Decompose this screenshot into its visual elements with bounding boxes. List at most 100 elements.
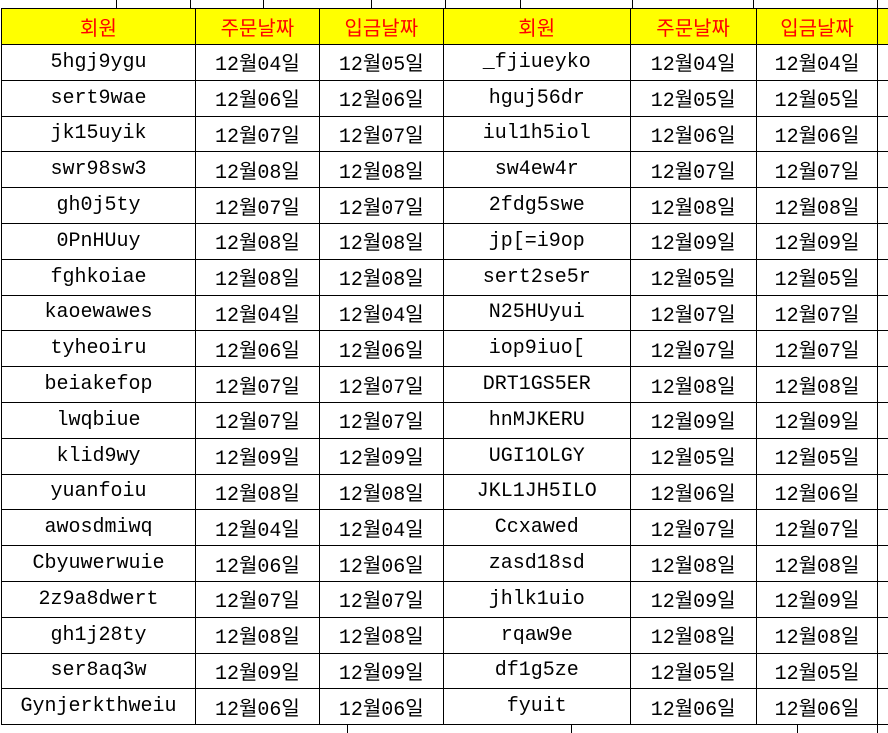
deposit-date-cell[interactable]: 12월06일 (318, 545, 444, 582)
order-date-cell[interactable]: 12월04일 (194, 509, 320, 547)
deposit-date-cell[interactable]: 12월06일 (755, 688, 879, 726)
deposit-date-cell[interactable]: 12월04일 (318, 294, 444, 332)
member-cell[interactable]: Gynjerkthweiu (1, 688, 196, 726)
member-cell[interactable]: 5hgj9ygu (1, 44, 196, 81)
member-cell[interactable]: sert2se5r (442, 258, 631, 296)
order-date-cell[interactable]: 12월08일 (194, 616, 320, 654)
member-cell[interactable]: jp[=i9op (442, 222, 631, 260)
deposit-date-cell[interactable]: 12월05일 (755, 652, 879, 690)
member-cell[interactable]: df1g5ze (442, 652, 631, 690)
member-cell[interactable]: kaoewawes (1, 294, 196, 332)
deposit-date-cell[interactable]: 12월06일 (755, 473, 879, 511)
deposit-date-cell[interactable]: 12월08일 (318, 473, 444, 511)
order-date-cell[interactable]: 12월07일 (629, 330, 757, 368)
member-cell[interactable]: lwqbiue (1, 401, 196, 439)
deposit-date-cell[interactable]: 12월09일 (755, 580, 879, 618)
member-cell[interactable]: beiakefop (1, 366, 196, 403)
deposit-date-cell[interactable]: 12월04일 (318, 509, 444, 547)
order-date-cell[interactable]: 12월08일 (629, 187, 757, 224)
deposit-date-column-header[interactable]: 입금날짜 (755, 8, 879, 45)
order-date-cell[interactable]: 12월06일 (194, 688, 320, 726)
order-date-cell[interactable]: 12월09일 (629, 580, 757, 618)
deposit-date-cell[interactable]: 12월07일 (318, 115, 444, 153)
order-date-cell[interactable]: 12월09일 (629, 222, 757, 260)
order-date-column-header[interactable]: 주문날짜 (629, 8, 757, 45)
member-cell[interactable]: fyuit (442, 688, 631, 726)
order-date-cell[interactable]: 12월07일 (194, 187, 320, 224)
order-date-cell[interactable]: 12월07일 (629, 294, 757, 332)
deposit-date-cell[interactable]: 12월08일 (318, 616, 444, 654)
deposit-date-cell[interactable]: 12월07일 (755, 330, 879, 368)
member-cell[interactable]: JKL1JH5ILO (442, 473, 631, 511)
member-cell[interactable]: rqaw9e (442, 616, 631, 654)
order-date-cell[interactable]: 12월05일 (629, 258, 757, 296)
member-cell[interactable]: UGI1OLGY (442, 437, 631, 475)
member-cell[interactable]: gh1j28ty (1, 616, 196, 654)
member-cell[interactable]: N25HUyui (442, 294, 631, 332)
order-date-cell[interactable]: 12월06일 (194, 79, 320, 117)
member-cell[interactable]: ser8aq3w (1, 652, 196, 690)
deposit-date-cell[interactable]: 12월09일 (755, 401, 879, 439)
order-date-cell[interactable]: 12월07일 (194, 366, 320, 403)
deposit-date-cell[interactable]: 12월06일 (318, 688, 444, 726)
member-cell[interactable]: Cbyuwerwuie (1, 545, 196, 582)
member-cell[interactable]: _fjiueyko (442, 44, 631, 81)
deposit-date-cell[interactable]: 12월08일 (318, 258, 444, 296)
member-cell[interactable]: fghkoiae (1, 258, 196, 296)
order-date-cell[interactable]: 12월07일 (194, 580, 320, 618)
deposit-date-cell[interactable]: 12월08일 (318, 222, 444, 260)
deposit-date-cell[interactable]: 12월06일 (318, 79, 444, 117)
deposit-date-cell[interactable]: 12월07일 (318, 187, 444, 224)
deposit-date-column-header[interactable]: 입금날짜 (318, 8, 444, 45)
deposit-date-cell[interactable]: 12월08일 (318, 151, 444, 189)
order-date-cell[interactable]: 12월08일 (194, 222, 320, 260)
member-cell[interactable]: Ccxawed (442, 509, 631, 547)
member-cell[interactable]: gh0j5ty (1, 187, 196, 224)
order-date-cell[interactable]: 12월06일 (629, 688, 757, 726)
deposit-date-cell[interactable]: 12월06일 (755, 115, 879, 153)
member-cell[interactable]: iop9iuo[ (442, 330, 631, 368)
member-cell[interactable]: tyheoiru (1, 330, 196, 368)
deposit-date-cell[interactable]: 12월05일 (755, 437, 879, 475)
member-cell[interactable]: 2fdg5swe (442, 187, 631, 224)
member-column-header[interactable]: 회원 (442, 8, 631, 45)
deposit-date-cell[interactable]: 12월05일 (318, 44, 444, 81)
deposit-date-cell[interactable]: 12월07일 (318, 401, 444, 439)
order-date-cell[interactable]: 12월09일 (629, 401, 757, 439)
member-cell[interactable]: klid9wy (1, 437, 196, 475)
order-date-cell[interactable]: 12월07일 (194, 401, 320, 439)
member-cell[interactable]: hnMJKERU (442, 401, 631, 439)
order-date-cell[interactable]: 12월07일 (194, 115, 320, 153)
order-date-cell[interactable]: 12월05일 (629, 437, 757, 475)
deposit-date-cell[interactable]: 12월07일 (755, 294, 879, 332)
member-cell[interactable]: yuanfoiu (1, 473, 196, 511)
deposit-date-cell[interactable]: 12월09일 (318, 437, 444, 475)
member-cell[interactable]: iul1h5iol (442, 115, 631, 153)
order-date-cell[interactable]: 12월07일 (629, 509, 757, 547)
order-date-cell[interactable]: 12월04일 (629, 44, 757, 81)
deposit-date-cell[interactable]: 12월07일 (755, 509, 879, 547)
order-date-cell[interactable]: 12월08일 (194, 151, 320, 189)
member-cell[interactable]: sw4ew4r (442, 151, 631, 189)
order-date-cell[interactable]: 12월09일 (194, 437, 320, 475)
order-date-cell[interactable]: 12월05일 (629, 652, 757, 690)
order-date-cell[interactable]: 12월06일 (629, 115, 757, 153)
order-date-cell[interactable]: 12월08일 (194, 473, 320, 511)
order-date-cell[interactable]: 12월04일 (194, 44, 320, 81)
deposit-date-cell[interactable]: 12월08일 (755, 366, 879, 403)
member-cell[interactable]: jk15uyik (1, 115, 196, 153)
order-date-column-header[interactable]: 주문날짜 (194, 8, 320, 45)
order-date-cell[interactable]: 12월07일 (629, 151, 757, 189)
deposit-date-cell[interactable]: 12월06일 (318, 330, 444, 368)
deposit-date-cell[interactable]: 12월07일 (755, 151, 879, 189)
order-date-cell[interactable]: 12월06일 (194, 545, 320, 582)
deposit-date-cell[interactable]: 12월04일 (755, 44, 879, 81)
deposit-date-cell[interactable]: 12월05일 (755, 79, 879, 117)
deposit-date-cell[interactable]: 12월09일 (318, 652, 444, 690)
deposit-date-cell[interactable]: 12월09일 (755, 222, 879, 260)
order-date-cell[interactable]: 12월04일 (194, 294, 320, 332)
order-date-cell[interactable]: 12월08일 (629, 366, 757, 403)
member-column-header[interactable]: 회원 (1, 8, 196, 45)
order-date-cell[interactable]: 12월06일 (629, 473, 757, 511)
member-cell[interactable]: 0PnHUuy (1, 222, 196, 260)
